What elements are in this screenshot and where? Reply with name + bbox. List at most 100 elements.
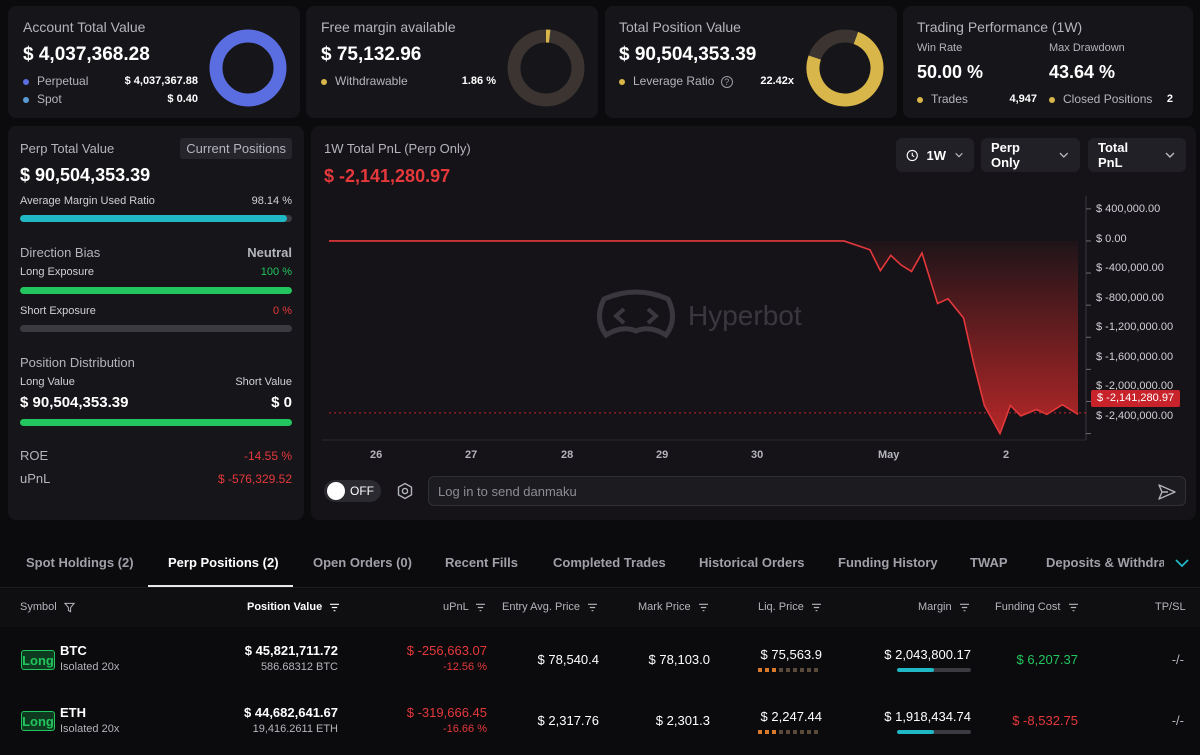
col-upnl-label: uPnL bbox=[443, 601, 469, 613]
y-tick-label: $ -400,000.00 bbox=[1096, 262, 1164, 274]
max-drawdown-label: Max Drawdown bbox=[1049, 42, 1125, 54]
free-margin-donut-chart bbox=[507, 29, 585, 107]
tab-completed-trades[interactable]: Completed Trades bbox=[553, 555, 666, 570]
avg-margin-value: 98.14 % bbox=[251, 195, 292, 207]
symbol-name[interactable]: BTC bbox=[60, 643, 87, 658]
withdrawable-value: 1.86 % bbox=[461, 75, 496, 87]
long-exposure-value: 100 % bbox=[260, 266, 292, 278]
free-margin-title: Free margin available bbox=[321, 19, 456, 35]
danmaku-input[interactable]: Log in to send danmaku bbox=[428, 476, 1186, 506]
col-liq-price[interactable]: Liq. Price bbox=[758, 601, 822, 613]
upnl-label: uPnL bbox=[20, 471, 51, 486]
max-drawdown-value: 43.64 % bbox=[1049, 62, 1116, 82]
col-entry-price-label: Entry Avg. Price bbox=[502, 601, 581, 613]
liq-risk-indicator bbox=[758, 730, 818, 734]
table-header-bg bbox=[0, 589, 1200, 627]
send-icon[interactable] bbox=[1157, 482, 1177, 502]
spot-dot bbox=[23, 96, 29, 103]
closed-positions-row: Closed Positions 2 bbox=[1049, 92, 1173, 106]
short-value: $ 0 bbox=[271, 394, 292, 411]
tpsl-value[interactable]: -/- bbox=[1171, 713, 1184, 728]
side-badge: Long bbox=[21, 711, 55, 731]
short-exposure-bar bbox=[20, 325, 292, 332]
col-funding-cost[interactable]: Funding Cost bbox=[995, 601, 1079, 613]
sort-icon[interactable] bbox=[811, 603, 822, 612]
x-tick-label: 29 bbox=[656, 449, 669, 461]
filter-icon[interactable] bbox=[63, 602, 75, 613]
direction-value: Neutral bbox=[247, 245, 292, 260]
win-rate-value: 50.00 % bbox=[917, 62, 984, 82]
scope-dropdown[interactable]: Perp Only bbox=[981, 138, 1080, 172]
y-tick-label: $ 400,000.00 bbox=[1096, 203, 1161, 215]
watermark-text: Hyperbot bbox=[688, 300, 802, 331]
chevron-down-icon bbox=[955, 152, 963, 158]
col-symbol[interactable]: Symbol bbox=[20, 601, 75, 613]
x-tick-label: 2 bbox=[1003, 449, 1010, 461]
perpetual-value: $ 4,037,367.88 bbox=[124, 75, 198, 87]
tab-open-orders[interactable]: Open Orders (0) bbox=[313, 555, 412, 570]
roe-value: -14.55 % bbox=[243, 448, 292, 463]
sort-icon[interactable] bbox=[1068, 603, 1079, 612]
toggle-label: OFF bbox=[350, 484, 374, 498]
distribution-bar bbox=[20, 419, 292, 426]
col-margin[interactable]: Margin bbox=[918, 601, 970, 613]
col-upnl[interactable]: uPnL bbox=[443, 601, 486, 613]
current-value-marker: $ -2,141,280.97 bbox=[1091, 390, 1181, 407]
account-total-title: Account Total Value bbox=[23, 19, 146, 35]
sort-icon[interactable] bbox=[587, 603, 598, 612]
withdrawable-row: Withdrawable 1.86 % bbox=[321, 74, 496, 88]
col-entry-price[interactable]: Entry Avg. Price bbox=[502, 601, 598, 613]
margin-amount: $ 1,918,434.74 bbox=[884, 709, 971, 724]
metric-dropdown[interactable]: Total PnL bbox=[1088, 138, 1186, 172]
sort-icon[interactable] bbox=[698, 603, 709, 612]
upnl-row: uPnL $ -576,329.52 bbox=[20, 471, 292, 486]
leverage-value: 22.42x bbox=[760, 75, 794, 87]
upnl-amount: $ -319,666.45 bbox=[406, 705, 487, 720]
long-exposure-bar bbox=[20, 287, 292, 294]
tab-historical-orders[interactable]: Historical Orders bbox=[699, 555, 805, 570]
roe-label: ROE bbox=[20, 448, 49, 463]
tabs-bar bbox=[0, 540, 1200, 588]
tab-recent-fills[interactable]: Recent Fills bbox=[445, 555, 518, 570]
upnl-value: $ -576,329.52 bbox=[217, 471, 292, 486]
win-rate-label: Win Rate bbox=[917, 42, 963, 54]
period-dropdown[interactable]: 1W bbox=[896, 138, 974, 172]
short-exposure-label: Short Exposure bbox=[20, 305, 96, 317]
chevron-down-icon[interactable] bbox=[1174, 557, 1190, 569]
tab-funding-history[interactable]: Funding History bbox=[838, 555, 938, 570]
trades-dot bbox=[917, 96, 923, 103]
y-tick-label: $ 0.00 bbox=[1096, 233, 1127, 245]
account-total-card: Account Total Value $ 4,037,368.28 Perpe… bbox=[8, 6, 300, 118]
short-exposure-value: 0 % bbox=[273, 305, 292, 317]
total-position-card: Total Position Value $ 90,504,353.39 Lev… bbox=[605, 6, 897, 118]
closed-positions-label: Closed Positions bbox=[1063, 92, 1153, 106]
account-donut-chart bbox=[209, 29, 287, 107]
total-position-title: Total Position Value bbox=[619, 19, 741, 35]
current-positions-button[interactable]: Current Positions bbox=[180, 138, 292, 159]
chevron-down-icon bbox=[1059, 152, 1069, 158]
sort-icon[interactable] bbox=[475, 603, 486, 612]
tpsl-value[interactable]: -/- bbox=[1171, 652, 1184, 667]
position-distribution-label: Position Distribution bbox=[20, 355, 135, 370]
entry-price: $ 2,317.76 bbox=[537, 713, 599, 728]
tab-deposits-withdrawals[interactable]: Deposits & Withdrav bbox=[1046, 555, 1164, 570]
sort-icon[interactable] bbox=[329, 603, 340, 612]
long-exposure-row: Long Exposure 100 % bbox=[20, 266, 292, 278]
y-tick-label: $ -1,600,000.00 bbox=[1096, 351, 1174, 363]
withdrawable-label: Withdrawable bbox=[335, 74, 408, 88]
sort-icon[interactable] bbox=[959, 603, 970, 612]
col-position-value[interactable]: Position Value bbox=[247, 601, 340, 613]
long-value-label: Long Value bbox=[20, 376, 75, 388]
tab-perp-positions[interactable]: Perp Positions (2) bbox=[168, 555, 279, 570]
tab-spot-holdings[interactable]: Spot Holdings (2) bbox=[26, 555, 134, 570]
col-mark-price[interactable]: Mark Price bbox=[638, 601, 709, 613]
tab-twap[interactable]: TWAP bbox=[970, 555, 1008, 570]
avg-margin-label: Average Margin Used Ratio bbox=[20, 195, 155, 207]
perp-total-title: Perp Total Value bbox=[20, 141, 115, 156]
danmaku-toggle[interactable]: OFF bbox=[324, 480, 381, 502]
x-tick-label: 30 bbox=[751, 449, 764, 461]
help-icon[interactable]: ? bbox=[720, 75, 733, 88]
symbol-name[interactable]: ETH bbox=[60, 705, 86, 720]
settings-icon[interactable] bbox=[396, 482, 414, 500]
